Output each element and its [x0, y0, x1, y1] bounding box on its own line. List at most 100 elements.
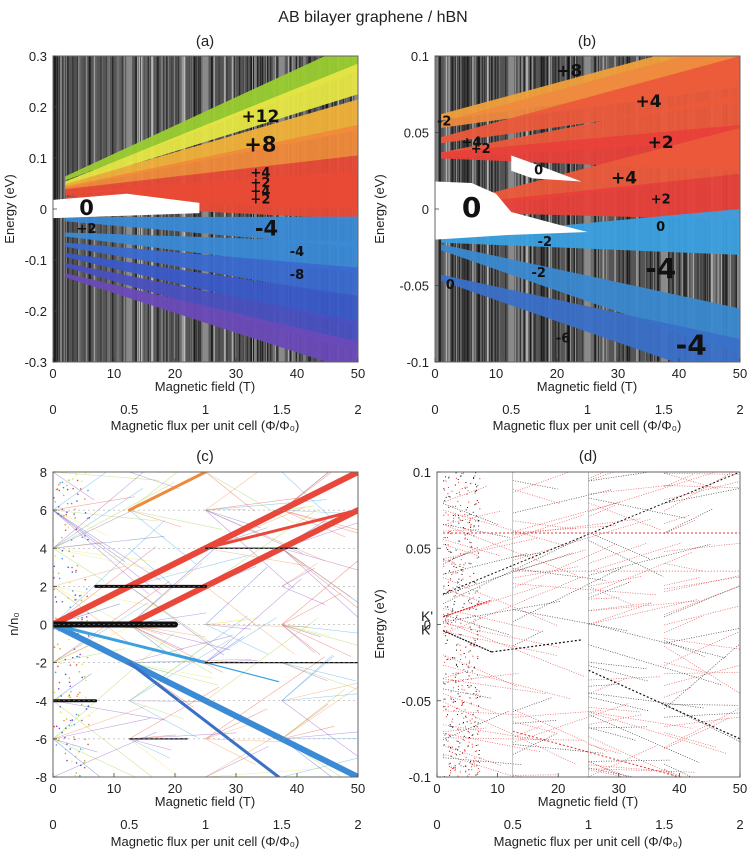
speckle	[53, 725, 56, 728]
fan-ray	[53, 648, 125, 663]
level-trajectory	[442, 543, 478, 556]
speckle	[82, 748, 84, 751]
speckle	[68, 681, 71, 684]
level-trajectory	[664, 671, 740, 675]
level-point	[473, 726, 475, 728]
fan-ray	[281, 624, 352, 657]
level-point	[450, 691, 452, 693]
speckle	[65, 513, 68, 516]
level-point	[478, 750, 480, 752]
level-point	[462, 595, 464, 597]
level-point	[473, 645, 475, 647]
level-point	[465, 765, 467, 767]
level-point	[447, 493, 449, 495]
x2-tick-label: 0.5	[502, 402, 520, 417]
level-trajectory	[588, 497, 687, 519]
speckle	[59, 482, 61, 484]
y-tick-label: 4	[40, 541, 47, 556]
speckle	[61, 600, 64, 603]
level-point	[462, 680, 464, 682]
speckle	[59, 647, 61, 650]
level-point	[461, 488, 463, 490]
level-point	[448, 766, 450, 768]
level-point	[473, 622, 475, 624]
level-point	[461, 569, 463, 571]
level-point	[475, 472, 477, 474]
level-point	[459, 504, 461, 506]
x-tick-label: 20	[168, 781, 182, 796]
level-trajectory	[588, 484, 673, 495]
level-trajectory	[442, 670, 470, 679]
plot-area-d	[437, 472, 740, 777]
speckle	[69, 606, 72, 608]
level-point	[453, 566, 455, 568]
speckle	[66, 488, 69, 491]
level-point	[446, 639, 448, 641]
x-tick-label: 40	[290, 366, 304, 381]
fan-ray	[53, 547, 172, 575]
fan-ray	[281, 509, 358, 534]
fan-ray	[281, 472, 333, 511]
level-point	[454, 601, 456, 603]
level-point	[477, 710, 479, 712]
level-trajectory	[664, 585, 740, 618]
level-point	[476, 603, 478, 605]
fan-ray	[281, 662, 356, 682]
level-point	[460, 622, 462, 624]
level-point	[468, 651, 470, 653]
x2-tick-label: 2	[736, 817, 743, 832]
speckle	[85, 708, 88, 710]
gap-label: +8	[556, 61, 582, 81]
speckle	[66, 743, 68, 745]
level-point	[452, 718, 454, 720]
x2-tick-label: 0.5	[120, 402, 138, 417]
level-point	[474, 492, 476, 494]
level-point	[469, 519, 471, 521]
level-point	[479, 627, 481, 629]
level-point	[470, 526, 472, 528]
fan-ray	[53, 565, 125, 587]
speckle	[64, 727, 67, 730]
level-point	[449, 735, 451, 737]
level-trajectory	[588, 544, 711, 576]
fan-ray	[53, 520, 165, 625]
level-point	[473, 581, 475, 583]
level-trajectory	[588, 602, 652, 625]
fan-ray	[129, 700, 184, 720]
speckle	[57, 739, 60, 742]
x2-tick-label: 1.5	[655, 817, 673, 832]
level-point	[451, 490, 453, 492]
speckle	[54, 501, 57, 503]
level-point	[476, 693, 478, 695]
level-point	[452, 657, 454, 659]
y-tick-label: 2	[40, 579, 47, 594]
spectral-gap-band	[441, 56, 740, 144]
level-trajectory	[512, 696, 553, 713]
y-tick-label: 8	[40, 465, 47, 480]
level-point	[476, 689, 478, 691]
level-point	[474, 641, 476, 643]
fan-ray	[129, 624, 172, 656]
speckle	[74, 755, 77, 758]
level-point	[456, 493, 458, 495]
speckle	[71, 760, 73, 763]
level-trajectory	[588, 706, 640, 713]
level-point	[461, 573, 463, 575]
fan-ray	[53, 602, 148, 663]
level-point	[472, 597, 474, 599]
speckle	[75, 473, 78, 476]
level-trajectory	[664, 485, 740, 489]
panel-b: (b) +8+4+2+4+20-2+4+200-2-4-20-6 -4 -0.1-…	[372, 33, 747, 433]
fan-ray	[129, 586, 215, 646]
fan-ray	[205, 566, 268, 625]
level-point	[457, 685, 459, 687]
level-point	[473, 572, 475, 574]
level-point	[450, 698, 452, 700]
level-point	[473, 476, 475, 478]
speckle	[62, 494, 65, 497]
level-point	[451, 611, 453, 613]
fan-ray	[205, 547, 306, 566]
level-point	[457, 572, 459, 574]
speckle	[70, 502, 73, 505]
level-point	[470, 761, 472, 763]
